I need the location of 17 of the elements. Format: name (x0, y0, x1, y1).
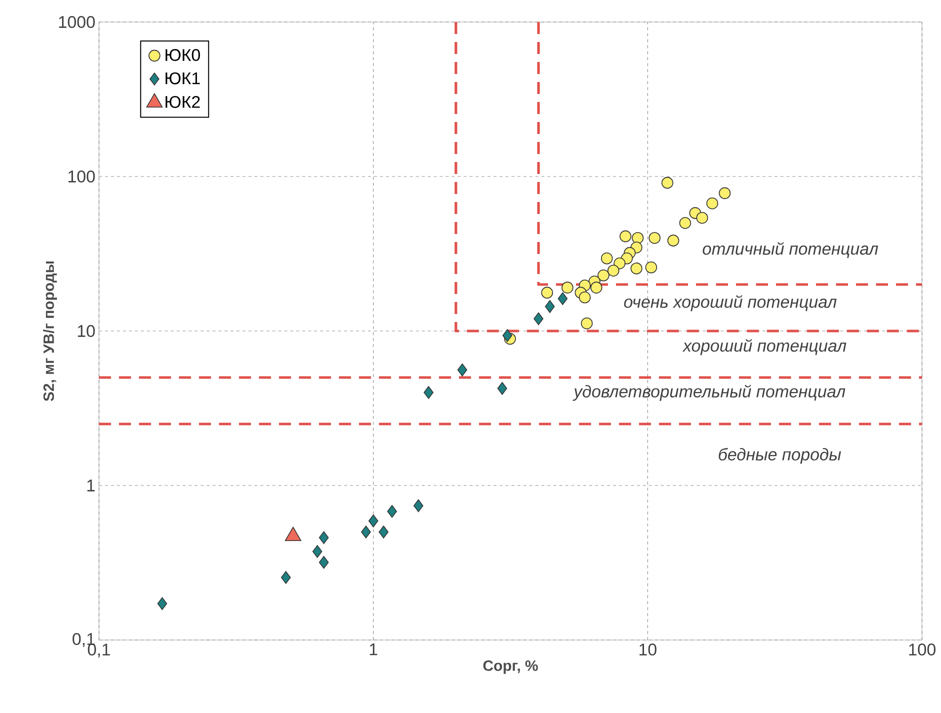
x-tick-label: 10 (640, 644, 656, 656)
legend-label: ЮК1 (166, 72, 200, 84)
legend-label: ЮК2 (166, 96, 200, 108)
annotation: хороший потенциал (682, 339, 846, 356)
x-tick-label: 100 (909, 644, 936, 656)
legend-label: ЮК0 (166, 49, 200, 62)
y-tick-label: 10 (78, 324, 95, 337)
y-tick-label: 100 (68, 170, 95, 182)
x-axis-title: Сорг, % (483, 660, 538, 674)
annotation: очень хороший потенциал (624, 295, 837, 312)
x-tick-label: 1 (370, 644, 378, 656)
y-tick-label: 1000 (59, 16, 95, 28)
annotation: отличный потенциал (702, 242, 878, 258)
annotation: удовлетворительный потенциал (572, 384, 846, 401)
y-axis-title: S2, мг УВ/г породы (43, 261, 57, 402)
y-tick-label: 1 (87, 480, 95, 492)
annotation: бедные породы (718, 448, 841, 464)
